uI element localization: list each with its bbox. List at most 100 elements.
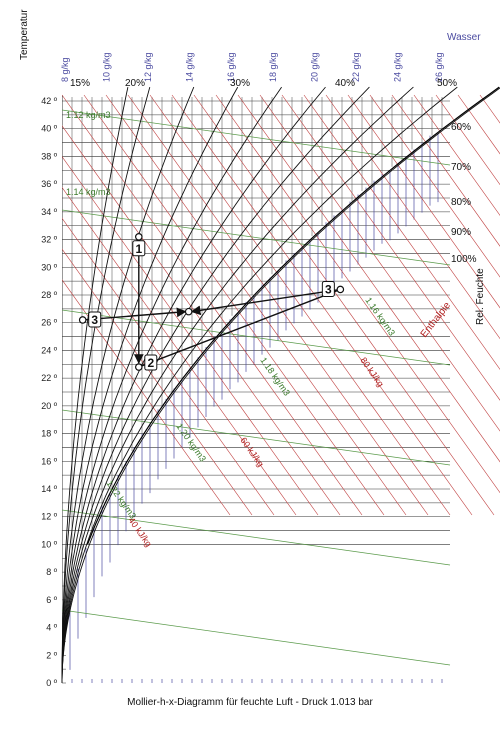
rh-top-label: 15% (70, 78, 90, 89)
temperature-tick-label: 16 º (41, 456, 58, 466)
moisture-tick-label: 16 g/kg (226, 52, 236, 82)
moisture-tick-label: 20 g/kg (309, 52, 319, 82)
density-line (61, 109, 451, 166)
temperature-tick-label: 4 º (46, 623, 58, 633)
density-label: 1.12 kg/m3 (66, 110, 111, 120)
rh-right-label: 60% (451, 122, 471, 133)
enthalpy-line (237, 94, 500, 463)
enthalpy-line (127, 94, 429, 516)
enthalpy-line (413, 94, 500, 216)
enthalpy-axis-label: Enthalpie (419, 300, 454, 340)
enthalpy-line (391, 94, 500, 247)
temperature-tick-label: 10 º (41, 539, 58, 549)
curves-layer (61, 86, 500, 684)
water-axis-label: Wasser (447, 32, 481, 43)
enthalpy-line (105, 94, 407, 516)
point-label: 3 (91, 313, 98, 327)
left-mask (0, 0, 62, 731)
enthalpy-line (435, 94, 500, 186)
rh-right-label: 100% (451, 254, 477, 265)
point-label-box (321, 280, 335, 297)
density-line (61, 209, 451, 266)
temperature-tick-label: 20 º (41, 401, 58, 411)
mix-point (184, 307, 193, 316)
enthalpy-line (259, 94, 500, 432)
point-label-box (88, 311, 102, 328)
density-line (61, 609, 451, 666)
temperature-tick-label: 42 º (41, 96, 58, 106)
rh-top-label: 20% (125, 78, 145, 89)
rh-curve (61, 86, 326, 684)
enthalpy-line (61, 94, 363, 516)
rh-right-label: 80% (451, 197, 471, 208)
temperature-tick-label: 8 º (46, 567, 58, 577)
temperature-tick-label: 2 º (46, 650, 58, 660)
rh-curve (61, 86, 151, 683)
temperature-tick-label: 30 º (41, 262, 58, 272)
rh-top-label: 30% (230, 78, 250, 89)
moisture-tick-label: 22 g/kg (351, 52, 361, 82)
temperature-tick-label: 14 º (41, 484, 58, 494)
moisture-tick-label: 26 g/kg (434, 52, 444, 82)
density-label: 1.16 kg/m3 (363, 295, 397, 337)
enthalpy-line (281, 94, 500, 401)
temperature-tick-label: 36 º (41, 179, 58, 189)
point-label-box (132, 240, 146, 257)
state-point (135, 233, 143, 241)
enthalpy-label: 80 kJ/kg (358, 355, 385, 388)
moisture-tick-label: 14 g/kg (185, 52, 195, 82)
density-line (61, 309, 451, 366)
rh-curve (61, 87, 500, 684)
rh-top-label: 40% (335, 78, 355, 89)
enthalpy-line (193, 94, 495, 516)
process-line-2-3 (138, 288, 341, 368)
rh-curve (61, 86, 195, 683)
enthalpy-line (325, 94, 500, 340)
moisture-tick-label: 10 g/kg (102, 52, 112, 82)
y-axis-label: Temperatur (19, 9, 30, 60)
rh-right-label: 70% (451, 162, 471, 173)
rh-curve (61, 86, 239, 683)
mix-line-right (190, 288, 341, 316)
temperature-tick-label: 22 º (41, 373, 58, 383)
temperature-tick-label: 0 º (46, 678, 58, 688)
temperature-tick-label: 28 º (41, 290, 58, 300)
temperature-tick-label: 38 º (41, 151, 58, 161)
density-label: 1.14 kg/m3 (66, 187, 111, 197)
enthalpy-label: 60 kJ/kg (238, 435, 265, 468)
temperature-tick-label: 18 º (41, 429, 58, 439)
rh-right-label: 90% (451, 227, 471, 238)
enthalpy-line (39, 94, 341, 516)
rh-curve (61, 86, 458, 684)
state-point (336, 285, 345, 294)
moisture-tick-label: 8 g/kg (60, 57, 70, 82)
rh-curve (61, 87, 129, 683)
rh-curve (61, 86, 282, 683)
temperature-tick-label: 6 º (46, 595, 58, 605)
state-point (135, 363, 143, 371)
moisture-tick-label: 12 g/kg (143, 52, 153, 82)
rh-curve (61, 86, 370, 684)
rh-axis-label: Rel. Feuchte (475, 268, 486, 325)
moisture-tick-label: 18 g/kg (268, 52, 278, 82)
point-label: 3 (325, 282, 332, 296)
density-line (61, 509, 451, 566)
state-point (78, 316, 87, 324)
density-line (61, 409, 451, 466)
chart-title: Mollier-h-x-Diagramm für feuchte Luft - … (127, 697, 373, 708)
temperature-tick-label: 40 º (41, 124, 58, 134)
temperature-tick-label: 34 º (41, 207, 58, 217)
rh-curve (61, 86, 414, 684)
enthalpy-line (171, 94, 473, 516)
density-label: 1.20 kg/m3 (174, 421, 208, 463)
point-label-box (144, 354, 158, 371)
rh-top-label: 50% (437, 78, 457, 89)
point-label: 1 (135, 242, 142, 256)
moisture-tick-label: 24 g/kg (392, 52, 402, 82)
enthalpy-line (0, 192, 231, 516)
process-layer: 1 2 3 3 (78, 233, 345, 371)
temperature-tick-label: 26 º (41, 318, 58, 328)
enthalpy-label: 40 kJ/kg (126, 515, 153, 548)
